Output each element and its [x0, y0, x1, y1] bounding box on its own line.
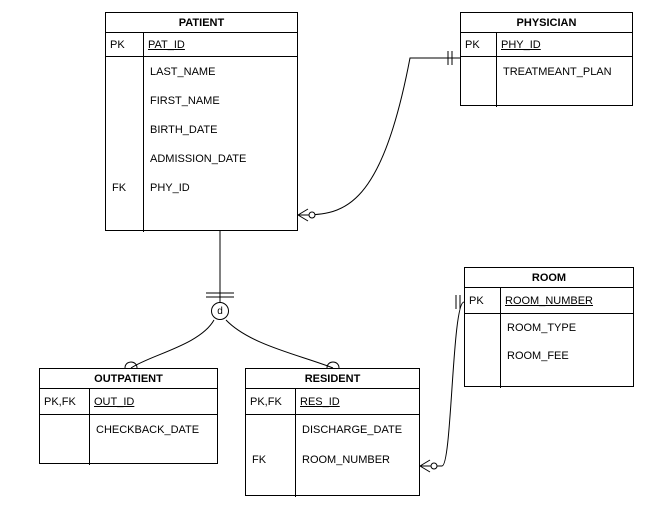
conn-resident-room: [420, 302, 464, 466]
entity-patient: PATIENT PK FK PAT_ID LAST_NAME FIRST_NAM…: [105, 12, 298, 231]
physician-attr-plan: TREATMEANT_PLAN: [497, 57, 632, 87]
physician-pk-header: PK: [461, 33, 496, 57]
patient-attr-lastname: LAST_NAME: [144, 57, 297, 86]
patient-pk-header: PK: [106, 33, 143, 57]
patient-attr-birthdate: BIRTH_DATE: [144, 115, 297, 144]
disjoint-indicator: d: [211, 302, 229, 320]
resident-pk-attr: RES_ID: [296, 389, 419, 415]
resident-fk-attr: ROOM_NUMBER: [296, 445, 419, 475]
entity-outpatient-title: OUTPATIENT: [40, 369, 217, 389]
entity-physician: PHYSICIAN PK PHY_ID TREATMEANT_PLAN: [460, 12, 633, 106]
patient-pk-attr: PAT_ID: [144, 33, 297, 57]
entity-patient-title: PATIENT: [106, 13, 297, 33]
conn-d-outpatient: [131, 320, 214, 368]
outpatient-pk-header: PK,FK: [40, 389, 89, 415]
outpatient-attr-checkback: CHECKBACK_DATE: [90, 415, 217, 445]
entity-physician-title: PHYSICIAN: [461, 13, 632, 33]
entity-resident: RESIDENT PK,FK FK RES_ID DISCHARGE_DATE …: [245, 368, 420, 496]
outpatient-pk-attr: OUT_ID: [90, 389, 217, 415]
room-attr-type: ROOM_TYPE: [501, 314, 633, 342]
conn-patient-physician: [298, 58, 460, 215]
physician-pk-attr: PHY_ID: [497, 33, 632, 57]
resident-fk-label: FK: [246, 445, 295, 475]
patient-fk-attr: PHY_ID: [144, 173, 297, 202]
room-pk-header: PK: [465, 288, 500, 314]
room-attr-fee: ROOM_FEE: [501, 342, 633, 370]
conn-d-resident: [226, 320, 333, 368]
patient-attr-firstname: FIRST_NAME: [144, 86, 297, 115]
entity-outpatient: OUTPATIENT PK,FK OUT_ID CHECKBACK_DATE: [39, 368, 218, 464]
entity-room-title: ROOM: [465, 268, 633, 288]
crow-patient-physician: [298, 209, 308, 221]
entity-resident-title: RESIDENT: [246, 369, 419, 389]
disjoint-label: d: [217, 306, 223, 317]
resident-pk-header: PK,FK: [246, 389, 295, 415]
room-pk-attr: ROOM_NUMBER: [501, 288, 633, 314]
crow-resident-room: [420, 460, 430, 472]
patient-attr-admissiondate: ADMISSION_DATE: [144, 144, 297, 173]
entity-room: ROOM PK ROOM_NUMBER ROOM_TYPE ROOM_FEE: [464, 267, 634, 387]
resident-attr-discharge: DISCHARGE_DATE: [296, 415, 419, 445]
patient-fk-label: FK: [106, 173, 143, 202]
